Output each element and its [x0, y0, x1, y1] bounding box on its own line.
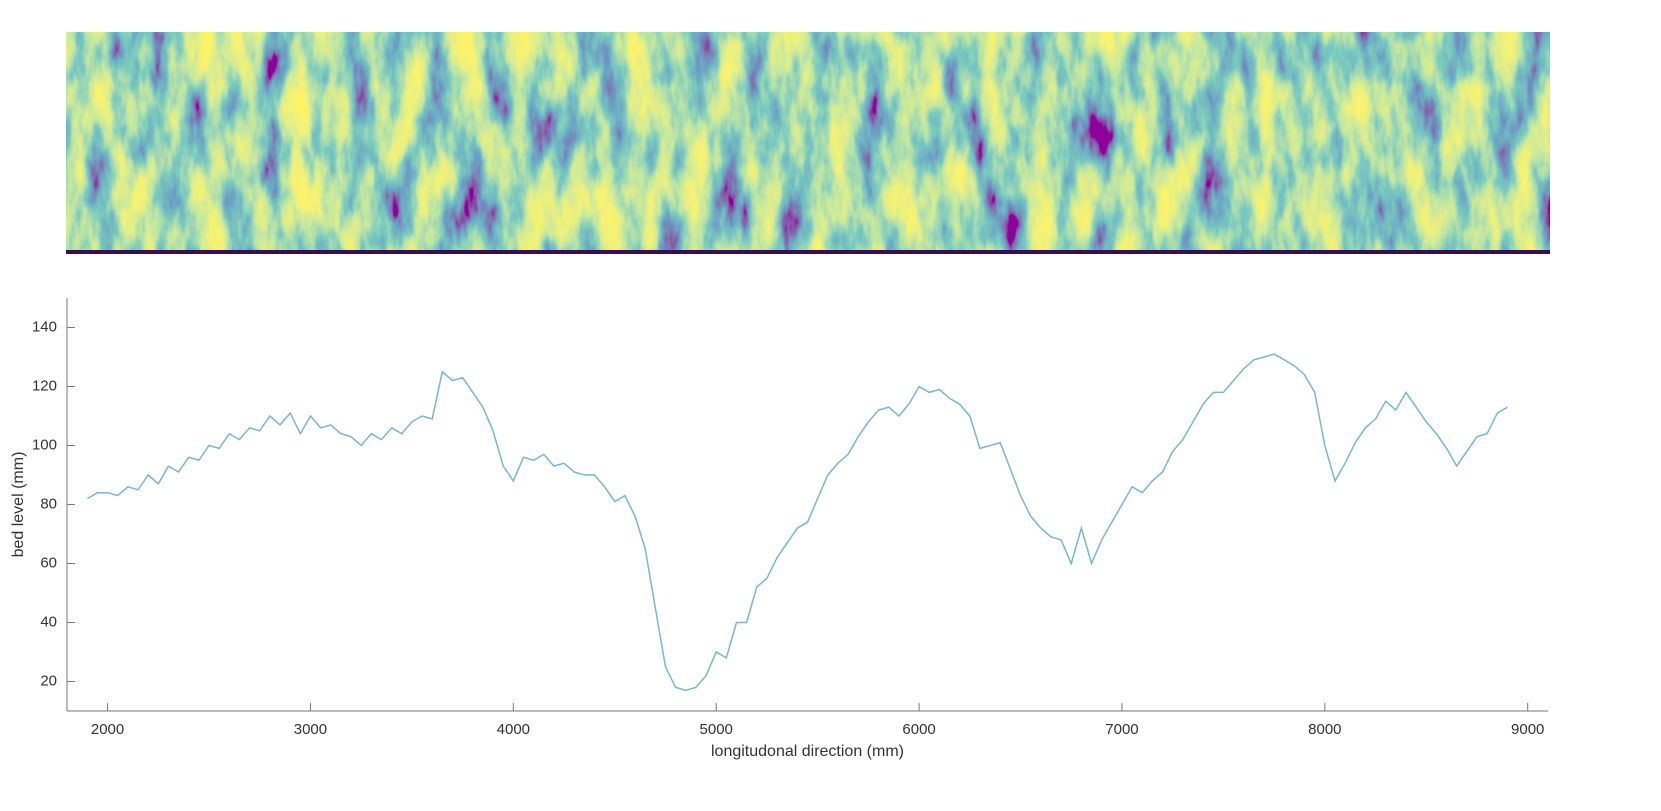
bed-map-edge [66, 250, 1550, 254]
x-tick-label: 3000 [294, 721, 327, 738]
x-axis-title: longitudonal direction (mm) [711, 743, 904, 760]
x-tick-label: 7000 [1105, 721, 1138, 738]
x-tick-label: 2000 [91, 721, 124, 738]
y-tick-label: 80 [40, 495, 57, 512]
y-tick-label: 140 [32, 318, 57, 335]
x-tick-label: 4000 [497, 721, 530, 738]
y-tick-label: 60 [40, 554, 57, 571]
line-chart: 20 40 60 80 100 120 140 2000 3000 4000 5000 6000 700… [10, 298, 1548, 760]
y-tick-label: 40 [40, 613, 57, 630]
bed-profile [86, 353, 1508, 692]
bed-map [66, 32, 1550, 253]
x-tick-label: 6000 [902, 721, 935, 738]
x-tick-label: 8000 [1308, 721, 1341, 738]
y-tick-label: 120 [32, 377, 57, 394]
x-tick-label: 9000 [1511, 721, 1544, 738]
x-tick-label: 5000 [700, 721, 733, 738]
y-tick-label: 20 [40, 672, 57, 689]
y-tick-label: 100 [32, 436, 57, 453]
y-axis-title: bed level (mm) [10, 452, 27, 558]
